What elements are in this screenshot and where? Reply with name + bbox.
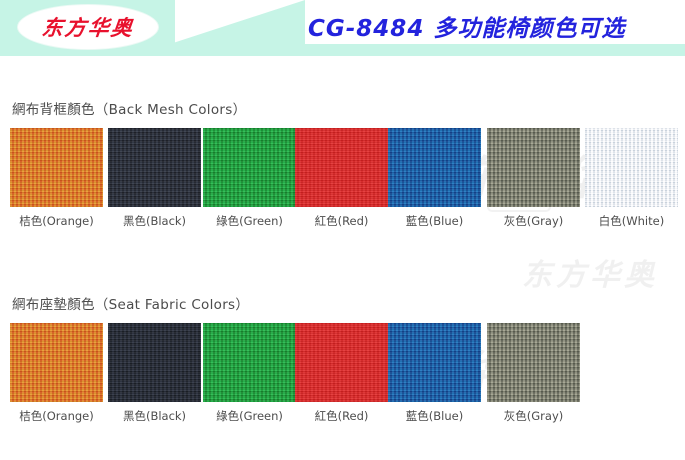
color-swatch-cell[interactable]: 黑色(Black) (108, 128, 201, 229)
color-swatch-label: 綠色(Green) (216, 409, 283, 423)
color-swatch-cell[interactable]: 綠色(Green) (203, 128, 296, 229)
color-swatch[interactable] (10, 323, 103, 402)
color-swatch-cell[interactable]: 灰色(Gray) (487, 128, 580, 229)
color-swatch-label: 黑色(Black) (122, 409, 187, 423)
watermark-2: 东方华奥 (522, 258, 658, 293)
color-swatch-label: 白色(White) (598, 214, 665, 228)
color-swatch[interactable] (10, 128, 103, 207)
color-swatch[interactable] (487, 128, 580, 207)
color-swatch[interactable] (585, 128, 678, 207)
color-swatch-cell[interactable]: 藍色(Blue) (388, 128, 481, 229)
color-swatch-label: 灰色(Gray) (503, 409, 564, 423)
color-swatch-label: 紅色(Red) (314, 409, 369, 423)
banner-bottom-strip (0, 44, 685, 56)
color-swatch-cell[interactable]: 藍色(Blue) (388, 323, 481, 424)
color-swatch-label: 藍色(Blue) (405, 409, 464, 423)
color-swatch-label: 黑色(Black) (122, 214, 187, 228)
color-swatch[interactable] (487, 323, 580, 402)
color-swatch[interactable] (388, 323, 481, 402)
section-heading-back-mesh: 網布背框顏色（Back Mesh Colors） (12, 102, 247, 118)
color-swatch[interactable] (108, 128, 201, 207)
company-logo: 东方华奥 (18, 5, 158, 49)
color-swatch-label: 桔色(Orange) (19, 409, 94, 423)
color-swatch-cell[interactable]: 桔色(Orange) (10, 323, 103, 424)
color-swatch-label: 紅色(Red) (314, 214, 369, 228)
color-swatch[interactable] (203, 323, 296, 402)
color-swatch-cell[interactable]: 桔色(Orange) (10, 128, 103, 229)
color-swatch[interactable] (295, 128, 388, 207)
color-swatch-label: 桔色(Orange) (19, 214, 94, 228)
color-swatch-cell[interactable]: 灰色(Gray) (487, 323, 580, 424)
color-swatch[interactable] (203, 128, 296, 207)
color-swatch-cell[interactable]: 白色(White) (585, 128, 678, 229)
company-logo-text: 东方华奥 (40, 15, 136, 40)
section-heading-seat-fabric: 網布座墊顏色（Seat Fabric Colors） (12, 297, 250, 313)
banner-diagonal-shape (170, 0, 305, 44)
color-swatch-cell[interactable]: 紅色(Red) (295, 128, 388, 229)
page-title: CG-8484 多功能椅颜色可选 (308, 16, 626, 42)
color-swatch-cell[interactable]: 黑色(Black) (108, 323, 201, 424)
color-swatch[interactable] (108, 323, 201, 402)
color-swatch-cell[interactable]: 紅色(Red) (295, 323, 388, 424)
color-swatch-label: 灰色(Gray) (503, 214, 564, 228)
color-swatch[interactable] (388, 128, 481, 207)
color-swatch-label: 綠色(Green) (216, 214, 283, 228)
page-header: 东方华奥 CG-8484 多功能椅颜色可选 (0, 0, 685, 56)
color-swatch-cell[interactable]: 綠色(Green) (203, 323, 296, 424)
color-swatch-label: 藍色(Blue) (405, 214, 464, 228)
color-swatch[interactable] (295, 323, 388, 402)
